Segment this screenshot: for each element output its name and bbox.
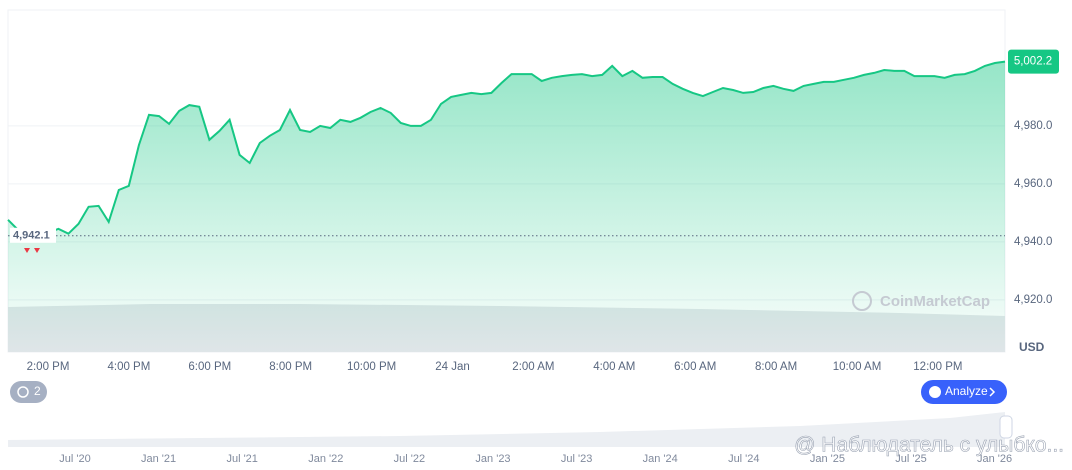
navigator-label: Jan '25	[810, 453, 845, 465]
x-tick-label: 8:00 PM	[269, 361, 312, 373]
navigator-label: Jan '22	[308, 453, 343, 465]
analyze-label: Analyze	[945, 384, 988, 398]
x-tick-label: 2:00 PM	[27, 361, 70, 373]
navigator-label: Jan '23	[475, 453, 510, 465]
overlay-text: @ Наблюдатель с улыбко...	[794, 434, 1064, 457]
x-tick-label: 12:00 PM	[913, 361, 962, 373]
last-price-tag	[1008, 49, 1059, 74]
navigator-label: Jan '21	[141, 453, 176, 465]
navigator-label: Jan '26	[977, 453, 1012, 465]
badge-count: 2	[34, 384, 41, 398]
last-price-label: 5,002.2	[1014, 56, 1052, 68]
event-markers	[24, 248, 40, 253]
navigator-label: Jul '25	[895, 453, 926, 465]
navigator-label: Jul '24	[728, 453, 759, 465]
x-tick-label: 2:00 AM	[512, 361, 554, 373]
y-tick-label: 4,940.0	[1014, 236, 1052, 248]
navigator-label: Jan '24	[643, 453, 678, 465]
watermark-text: CoinMarketCap	[880, 293, 990, 310]
open-label: 4,942.1	[13, 230, 50, 242]
y-tick-label: 4,960.0	[1014, 178, 1052, 190]
x-tick-label: 4:00 AM	[593, 361, 635, 373]
x-tick-label: 10:00 AM	[833, 361, 882, 373]
x-tick-label: 4:00 PM	[107, 361, 150, 373]
y-tick-label: 4,920.0	[1014, 294, 1052, 306]
analyze-button[interactable]	[921, 380, 1007, 404]
x-tick-label: 24 Jan	[435, 361, 470, 373]
open-label-bg	[10, 227, 56, 243]
x-tick-label: 6:00 AM	[674, 361, 716, 373]
navigator-label: Jul '21	[226, 453, 257, 465]
price-area	[8, 61, 1005, 352]
navigator	[8, 412, 1005, 447]
y-tick-label: 4,980.0	[1014, 120, 1052, 132]
price-line	[7, 60, 1006, 238]
x-tick-label: 10:00 PM	[347, 361, 396, 373]
navigator-label: Jul '20	[59, 453, 90, 465]
analyze-chevron	[989, 387, 996, 397]
navigator-label: Jul '23	[561, 453, 592, 465]
badge-icon	[17, 386, 29, 398]
y-unit: USD	[1019, 340, 1045, 354]
navigator-handle[interactable]	[999, 415, 1013, 439]
x-tick-label: 8:00 AM	[755, 361, 797, 373]
watermark: CoinMarketCap	[852, 291, 990, 311]
navigator-label: Jul '22	[394, 453, 425, 465]
x-tick-label: 6:00 PM	[188, 361, 231, 373]
analyze-icon	[929, 386, 941, 398]
